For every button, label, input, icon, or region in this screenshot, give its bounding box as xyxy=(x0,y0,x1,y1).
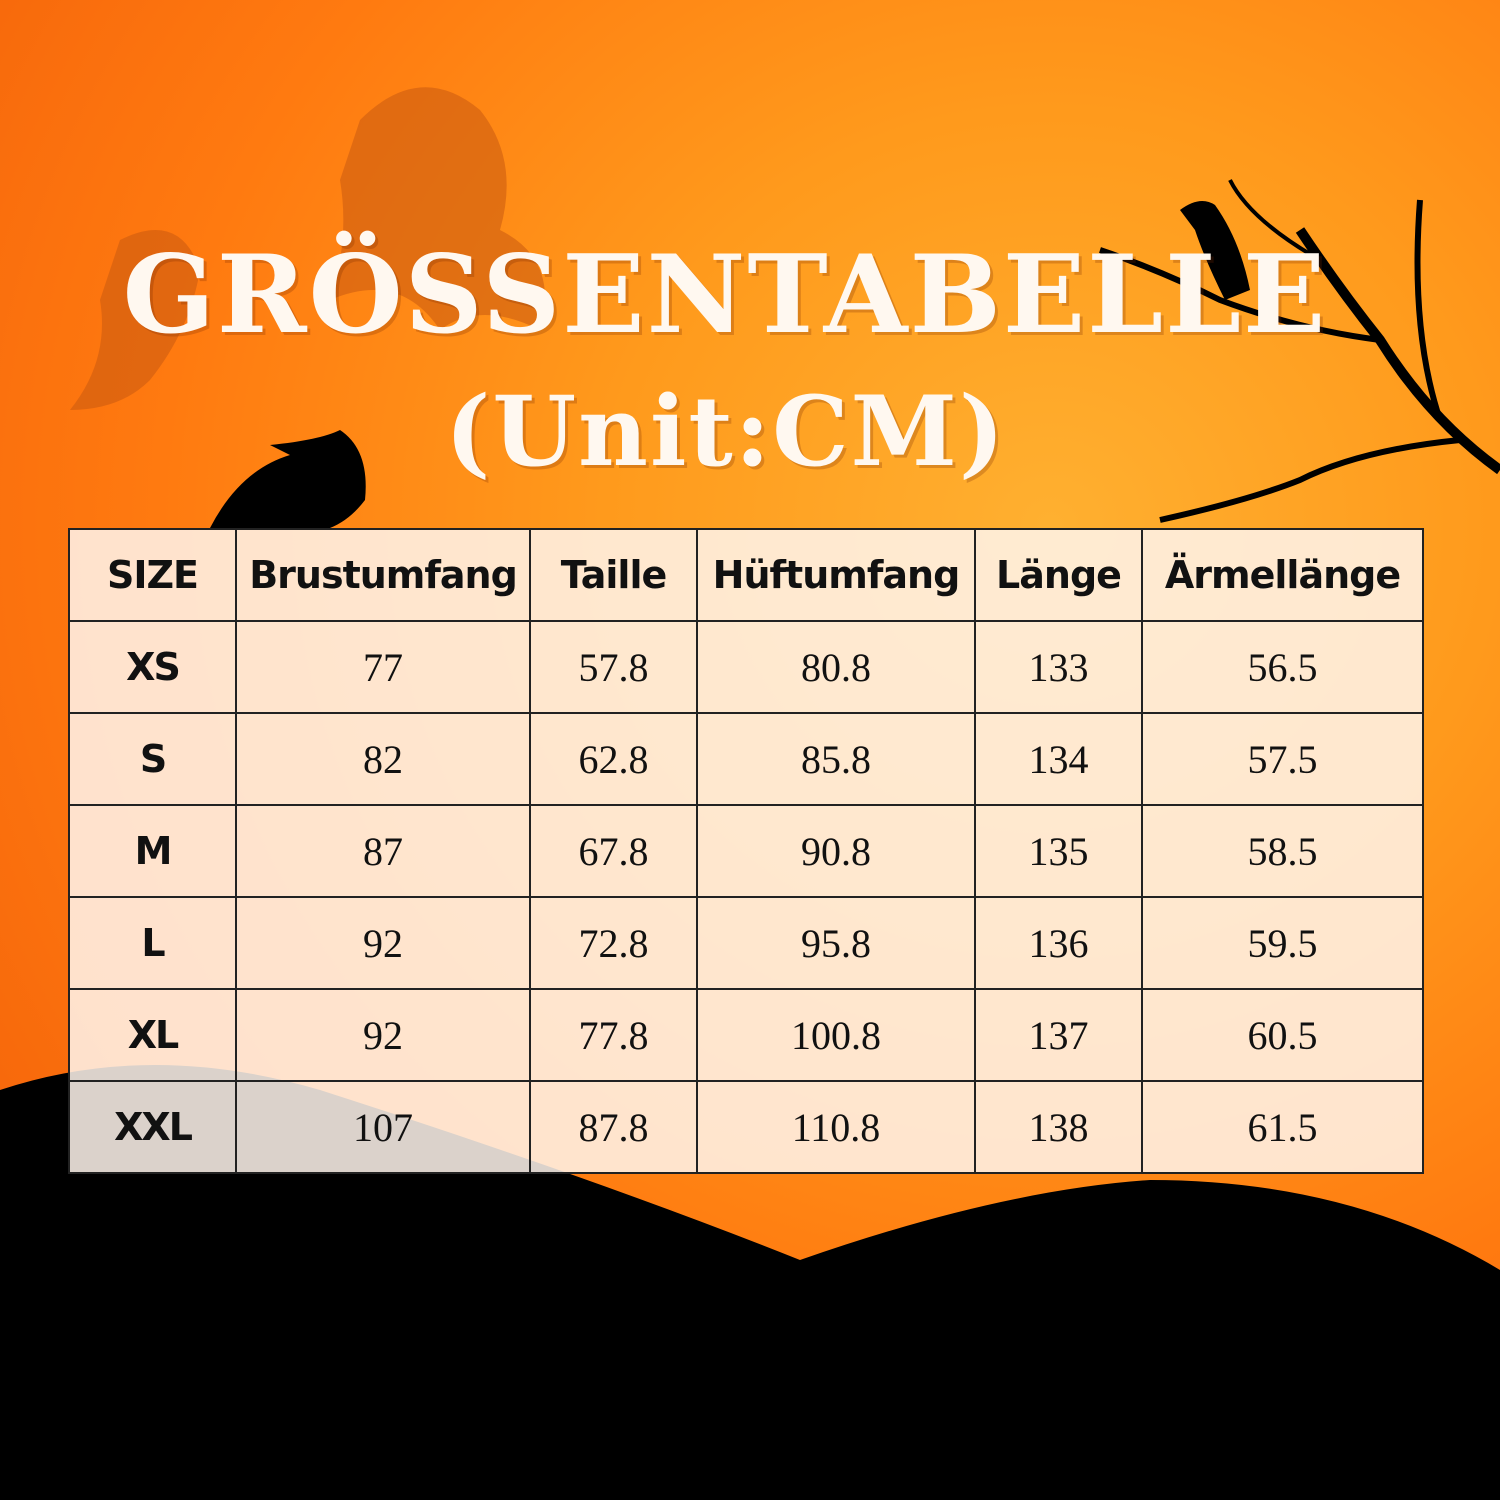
header-brustumfang: Brustumfang xyxy=(235,528,531,622)
header-size: SIZE xyxy=(68,528,237,622)
table-row: L 92 72.8 95.8 136 59.5 xyxy=(68,896,1424,990)
table-cell: 72.8 xyxy=(529,896,698,990)
size-label: XS xyxy=(68,620,237,714)
table-row: S 82 62.8 85.8 134 57.5 xyxy=(68,712,1424,806)
table-cell: 138 xyxy=(974,1080,1143,1174)
table-cell: 134 xyxy=(974,712,1143,806)
table-cell: 85.8 xyxy=(696,712,976,806)
table-cell: 59.5 xyxy=(1141,896,1424,990)
table-cell: 58.5 xyxy=(1141,804,1424,898)
table-cell: 135 xyxy=(974,804,1143,898)
table-cell: 87 xyxy=(235,804,531,898)
ghost-silhouette xyxy=(70,87,545,410)
table-cell: 133 xyxy=(974,620,1143,714)
table-cell: 107 xyxy=(235,1080,531,1174)
table-row: XS 77 57.8 80.8 133 56.5 xyxy=(68,620,1424,714)
header-hueftumfang: Hüftumfang xyxy=(696,528,976,622)
crow-silhouette xyxy=(1180,201,1250,300)
table-cell: 90.8 xyxy=(696,804,976,898)
table-cell: 57.8 xyxy=(529,620,698,714)
table-cell: 77.8 xyxy=(529,988,698,1082)
table-cell: 137 xyxy=(974,988,1143,1082)
table-cell: 100.8 xyxy=(696,988,976,1082)
table-cell: 136 xyxy=(974,896,1143,990)
size-label: XL xyxy=(68,988,237,1082)
header-aermellaenge: Ärmellänge xyxy=(1141,528,1424,622)
table-cell: 67.8 xyxy=(529,804,698,898)
table-cell: 77 xyxy=(235,620,531,714)
size-label: L xyxy=(68,896,237,990)
table-cell: 92 xyxy=(235,988,531,1082)
size-label: S xyxy=(68,712,237,806)
page-title: GRÖSSENTABELLE xyxy=(122,232,1328,358)
table-cell: 62.8 xyxy=(529,712,698,806)
table-cell: 57.5 xyxy=(1141,712,1424,806)
header-row: SIZE Brustumfang Taille Hüftumfang Länge… xyxy=(68,528,1424,622)
unit-subtitle: (Unit:CM) xyxy=(445,375,1007,488)
tree-silhouette xyxy=(1099,179,1500,523)
table-row: XXL 107 87.8 110.8 138 61.5 xyxy=(68,1080,1424,1174)
header-laenge: Länge xyxy=(974,528,1143,622)
witch-silhouette xyxy=(210,430,366,528)
table-cell: 87.8 xyxy=(529,1080,698,1174)
table-cell: 60.5 xyxy=(1141,988,1424,1082)
size-table: SIZE Brustumfang Taille Hüftumfang Länge… xyxy=(68,528,1424,1174)
table-cell: 82 xyxy=(235,712,531,806)
size-label: M xyxy=(68,804,237,898)
table-row: M 87 67.8 90.8 135 58.5 xyxy=(68,804,1424,898)
table-cell: 61.5 xyxy=(1141,1080,1424,1174)
table-cell: 95.8 xyxy=(696,896,976,990)
table-cell: 110.8 xyxy=(696,1080,976,1174)
table-cell: 80.8 xyxy=(696,620,976,714)
header-taille: Taille xyxy=(529,528,698,622)
table-row: XL 92 77.8 100.8 137 60.5 xyxy=(68,988,1424,1082)
size-label: XXL xyxy=(68,1080,237,1174)
table-cell: 56.5 xyxy=(1141,620,1424,714)
table-cell: 92 xyxy=(235,896,531,990)
